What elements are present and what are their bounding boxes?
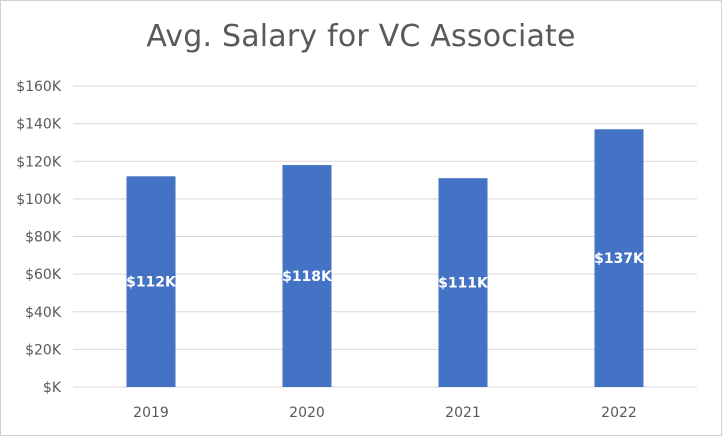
y-tick-label: $100K bbox=[16, 192, 62, 208]
data-label: $118K bbox=[282, 269, 333, 285]
y-tick-label: $40K bbox=[25, 305, 62, 321]
y-tick-label: $K bbox=[43, 380, 62, 396]
bar bbox=[438, 178, 488, 387]
bar bbox=[282, 165, 332, 387]
y-tick-label: $80K bbox=[25, 230, 62, 246]
y-tick-label: $160K bbox=[16, 79, 62, 95]
y-tick-label: $20K bbox=[25, 342, 62, 358]
data-labels: $112K $118K $111K $137K bbox=[126, 251, 645, 291]
bar bbox=[126, 176, 176, 387]
x-tick-label: 2021 bbox=[445, 405, 481, 421]
gridlines bbox=[73, 85, 697, 388]
x-axis-ticks: 2019 2020 2021 2022 bbox=[133, 405, 637, 421]
x-tick-label: 2019 bbox=[133, 405, 169, 421]
y-tick-label: $120K bbox=[16, 154, 62, 170]
y-tick-label: $140K bbox=[16, 117, 62, 133]
data-label: $111K bbox=[438, 276, 489, 292]
bar bbox=[594, 129, 644, 388]
data-label: $137K bbox=[594, 251, 645, 267]
y-tick-label: $60K bbox=[25, 267, 62, 283]
data-label: $112K bbox=[126, 275, 177, 291]
x-tick-label: 2022 bbox=[601, 405, 637, 421]
bars bbox=[126, 129, 644, 388]
x-tick-label: 2020 bbox=[289, 405, 325, 421]
y-axis-ticks: $K $20K $40K $60K $80K $100K $120K $140K $160K bbox=[16, 79, 62, 396]
chart-title: Avg. Salary for VC Associate bbox=[146, 19, 576, 54]
